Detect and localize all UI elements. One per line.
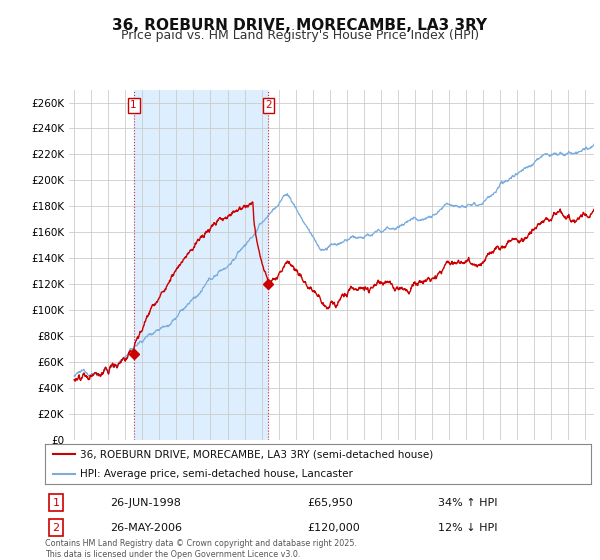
Text: £120,000: £120,000 (307, 523, 360, 533)
Text: 34% ↑ HPI: 34% ↑ HPI (438, 498, 497, 507)
Text: 2: 2 (52, 523, 59, 533)
Bar (134, 90, 268, 440)
Text: 12% ↓ HPI: 12% ↓ HPI (438, 523, 497, 533)
Text: 2: 2 (265, 100, 272, 110)
Text: HPI: Average price, semi-detached house, Lancaster: HPI: Average price, semi-detached house,… (80, 469, 353, 479)
Text: 36, ROEBURN DRIVE, MORECAMBE, LA3 3RY (semi-detached house): 36, ROEBURN DRIVE, MORECAMBE, LA3 3RY (s… (80, 449, 434, 459)
Text: Contains HM Land Registry data © Crown copyright and database right 2025.
This d: Contains HM Land Registry data © Crown c… (45, 539, 357, 559)
Text: 1: 1 (130, 100, 137, 110)
Text: 1: 1 (52, 498, 59, 507)
Text: £65,950: £65,950 (307, 498, 353, 507)
Text: 26-MAY-2006: 26-MAY-2006 (110, 523, 182, 533)
Text: 26-JUN-1998: 26-JUN-1998 (110, 498, 181, 507)
Text: 36, ROEBURN DRIVE, MORECAMBE, LA3 3RY: 36, ROEBURN DRIVE, MORECAMBE, LA3 3RY (112, 18, 488, 33)
Text: Price paid vs. HM Land Registry's House Price Index (HPI): Price paid vs. HM Land Registry's House … (121, 29, 479, 42)
